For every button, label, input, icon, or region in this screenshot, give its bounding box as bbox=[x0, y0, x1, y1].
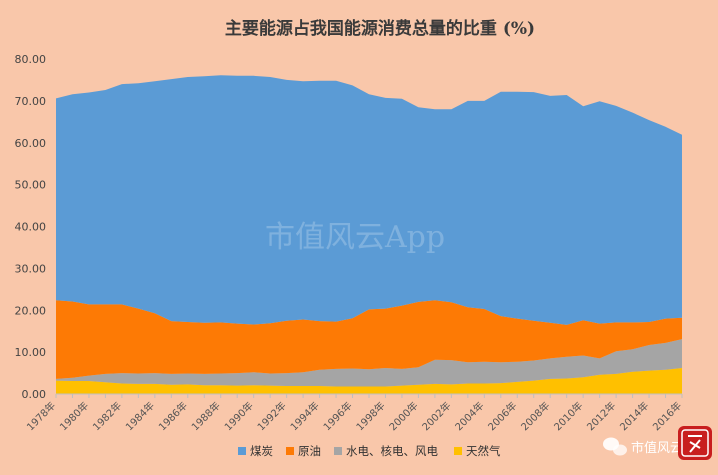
brand-name: 市值风云 bbox=[631, 440, 683, 456]
x-tick-label: 1992年 bbox=[254, 399, 288, 433]
x-tick-label: 1994年 bbox=[287, 399, 321, 433]
legend-swatch bbox=[334, 447, 342, 455]
x-tick-label: 2012年 bbox=[584, 399, 618, 433]
y-tick-label: 40.00 bbox=[15, 221, 47, 234]
x-tick-label: 1980年 bbox=[57, 399, 91, 433]
watermark: 市值风云App bbox=[265, 220, 445, 255]
y-tick-label: 0.00 bbox=[22, 388, 47, 401]
x-tick-label: 1990年 bbox=[222, 399, 256, 433]
legend-label: 天然气 bbox=[466, 444, 501, 458]
x-tick-label: 1982年 bbox=[90, 399, 124, 433]
x-tick-label: 1984年 bbox=[123, 399, 157, 433]
x-tick-label: 1996年 bbox=[320, 399, 354, 433]
area-series-3 bbox=[56, 75, 682, 325]
x-tick-label: 1998年 bbox=[353, 399, 387, 433]
area-series-2 bbox=[56, 300, 682, 379]
area-series-0 bbox=[56, 368, 682, 394]
x-tick-label: 1978年 bbox=[24, 399, 58, 433]
area-series-1 bbox=[56, 339, 682, 387]
y-tick-label: 20.00 bbox=[15, 304, 47, 317]
x-tick-label: 2014年 bbox=[617, 399, 651, 433]
legend-swatch bbox=[454, 447, 462, 455]
x-axis: 1978年 1980年 1982年 1984年 1986年 1988年 1990年 1992年… bbox=[24, 393, 684, 433]
seal-icon bbox=[678, 426, 712, 460]
legend-swatch bbox=[286, 447, 294, 455]
y-tick-label: 60.00 bbox=[15, 137, 47, 150]
y-tick-label: 30.00 bbox=[15, 262, 47, 275]
plot-areas bbox=[56, 75, 682, 394]
x-tick-label: 2004年 bbox=[452, 399, 486, 433]
x-tick-label: 1988年 bbox=[189, 399, 223, 433]
y-tick-label: 70.00 bbox=[15, 95, 47, 108]
x-tick-label: 2002年 bbox=[419, 399, 453, 433]
x-tick-label: 1986年 bbox=[156, 399, 190, 433]
y-axis: 0.00 10.00 20.00 30.00 40.00 50.00 60.00 70.00 8… bbox=[15, 53, 47, 401]
x-tick-label: 2000年 bbox=[386, 399, 420, 433]
legend-swatch bbox=[238, 447, 246, 455]
y-tick-label: 10.00 bbox=[15, 346, 47, 359]
x-tick-label: 2016年 bbox=[650, 399, 684, 433]
legend-label: 原油 bbox=[298, 444, 321, 458]
legend-label: 煤炭 bbox=[250, 444, 273, 458]
brand-logo: 市值风云 bbox=[603, 426, 712, 460]
chart-title: 主要能源占我国能源消费总量的比重 (%) bbox=[225, 18, 535, 39]
x-tick-label: 2008年 bbox=[518, 399, 552, 433]
legend: 煤炭 原油 水电、核电、风电 天然气 bbox=[238, 444, 501, 458]
legend-label: 水电、核电、风电 bbox=[346, 444, 438, 458]
chat-bubble-icon bbox=[603, 437, 627, 456]
x-tick-label: 2006年 bbox=[485, 399, 519, 433]
y-tick-label: 50.00 bbox=[15, 179, 47, 192]
x-tick-label: 2010年 bbox=[551, 399, 585, 433]
y-tick-label: 80.00 bbox=[15, 53, 47, 66]
